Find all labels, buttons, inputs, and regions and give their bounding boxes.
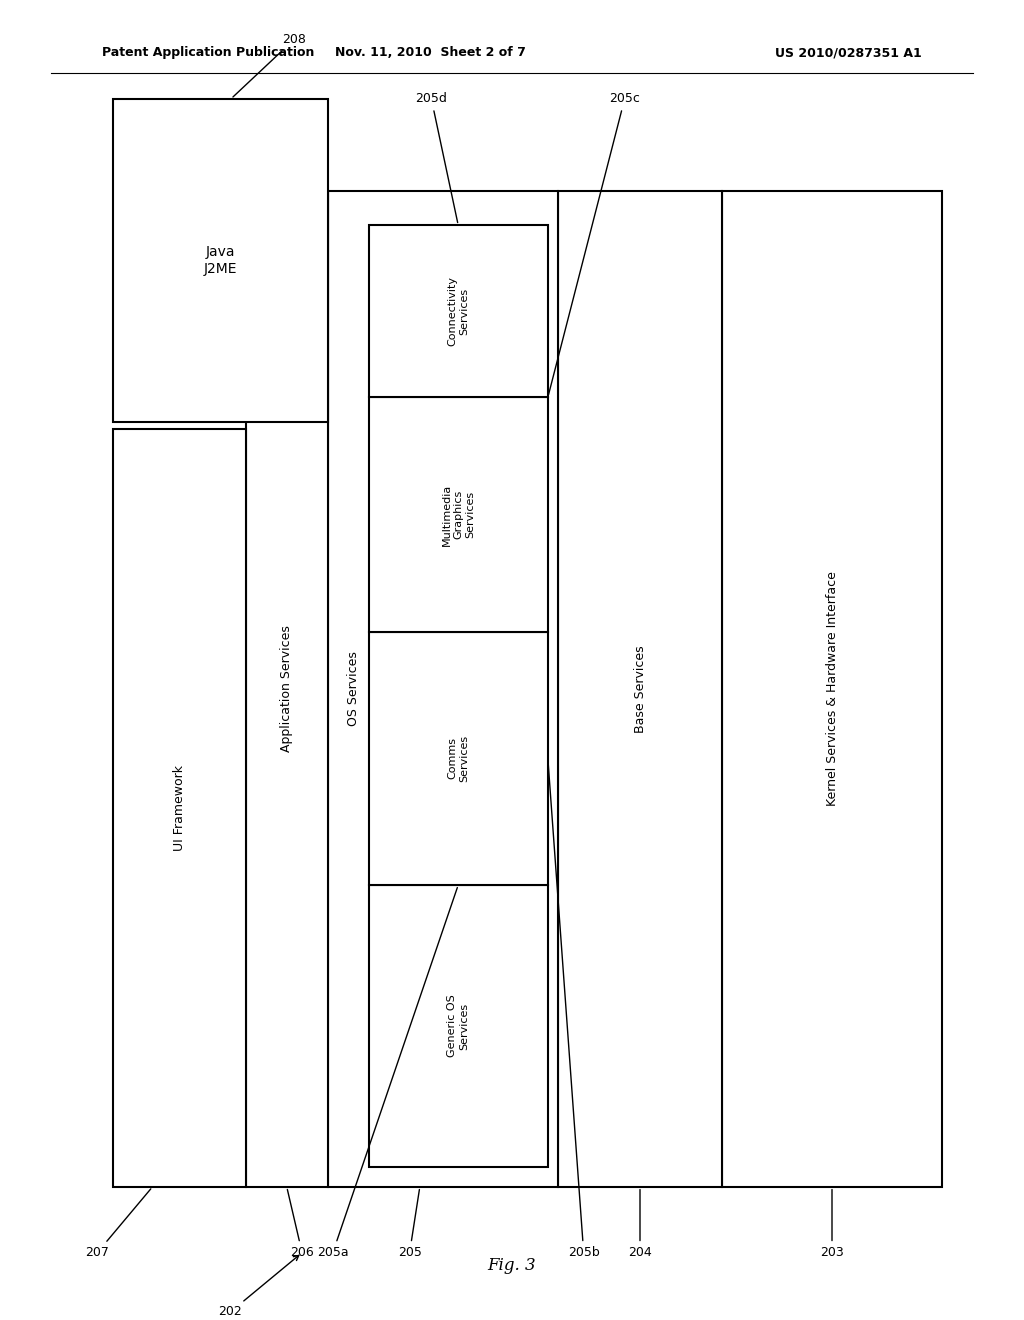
Text: 204: 204 [628,1189,652,1259]
Text: Fig. 3: Fig. 3 [487,1258,537,1274]
Text: Java
J2ME: Java J2ME [204,246,237,276]
Text: Patent Application Publication: Patent Application Publication [102,46,314,59]
Text: Comms
Services: Comms Services [447,735,469,781]
FancyBboxPatch shape [246,191,328,1187]
FancyBboxPatch shape [328,191,558,1187]
Text: 203: 203 [820,1189,844,1259]
Text: Connectivity
Services: Connectivity Services [447,276,469,346]
Text: OS Services: OS Services [347,652,359,726]
Text: Nov. 11, 2010  Sheet 2 of 7: Nov. 11, 2010 Sheet 2 of 7 [335,46,525,59]
FancyBboxPatch shape [558,191,722,1187]
Text: Base Services: Base Services [634,645,646,733]
Text: 205a: 205a [317,887,458,1259]
Text: 205c: 205c [549,92,640,395]
FancyBboxPatch shape [369,631,548,884]
Text: 205d: 205d [416,92,458,223]
Text: Application Services: Application Services [281,626,293,752]
FancyBboxPatch shape [113,99,328,422]
Text: 205b: 205b [548,762,600,1259]
FancyBboxPatch shape [722,191,942,1187]
FancyBboxPatch shape [369,397,548,631]
Text: 202: 202 [218,1255,299,1319]
FancyBboxPatch shape [369,226,548,397]
Text: Multimedia
Graphics
Services: Multimedia Graphics Services [441,483,475,545]
Text: US 2010/0287351 A1: US 2010/0287351 A1 [775,46,922,59]
Text: UI Framework: UI Framework [173,764,185,850]
FancyBboxPatch shape [369,884,548,1167]
Text: 206: 206 [288,1189,314,1259]
FancyBboxPatch shape [113,429,246,1187]
Text: Generic OS
Services: Generic OS Services [447,994,469,1057]
Text: 208: 208 [232,33,306,96]
Text: 207: 207 [85,1189,151,1259]
Text: Kernel Services & Hardware Interface: Kernel Services & Hardware Interface [825,572,839,807]
Text: 205: 205 [397,1189,422,1259]
